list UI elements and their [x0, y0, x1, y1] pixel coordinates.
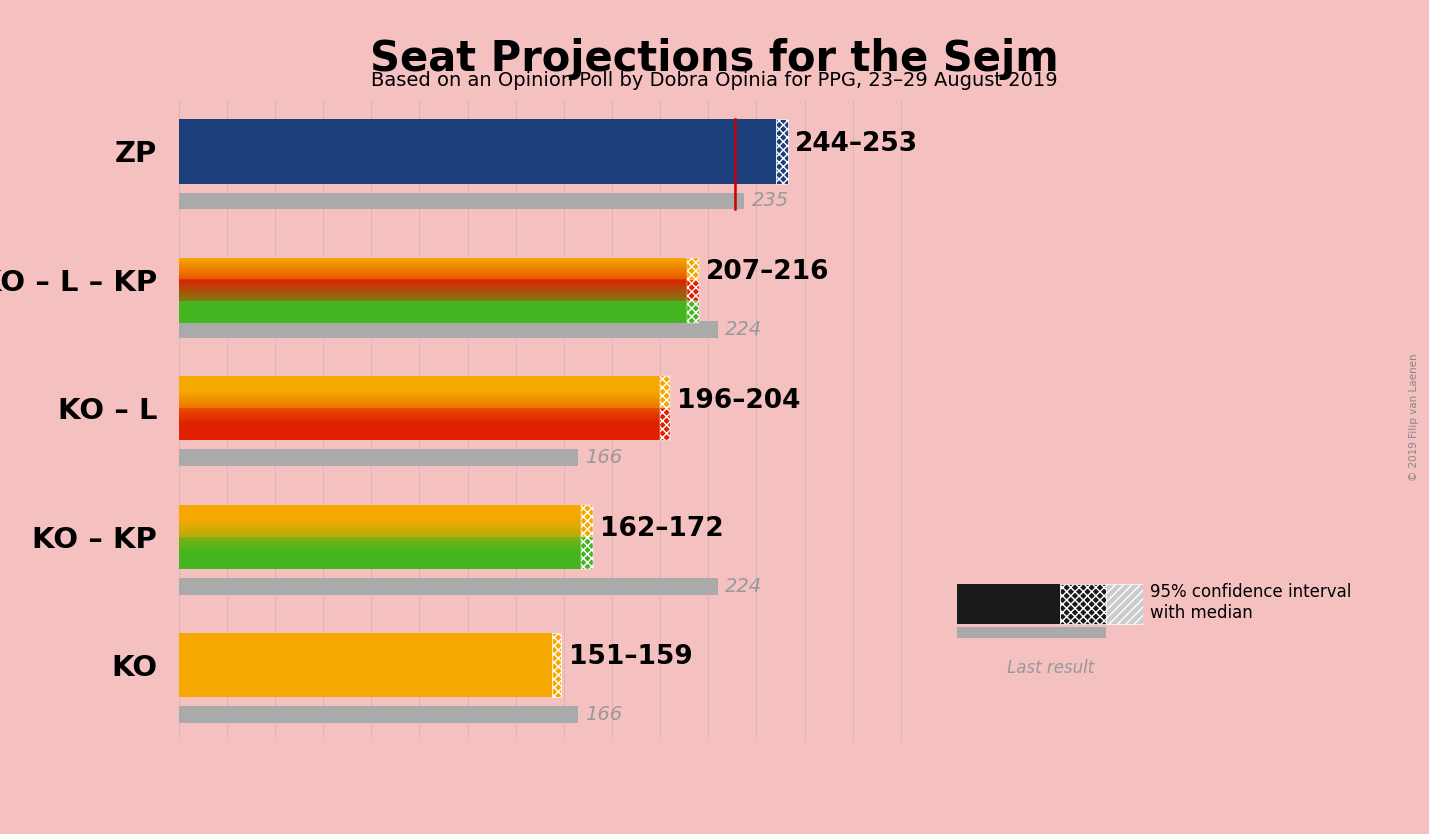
Text: © 2019 Filip van Laenen: © 2019 Filip van Laenen — [1409, 353, 1419, 481]
Text: 166: 166 — [586, 448, 623, 467]
Text: Based on an Opinion Poll by Dobra Opinia for PPG, 23–29 August 2019: Based on an Opinion Poll by Dobra Opinia… — [372, 71, 1057, 90]
Bar — [179, 450, 579, 466]
Text: 95% confidence interval
with median: 95% confidence interval with median — [1150, 583, 1352, 622]
Bar — [686, 259, 699, 280]
Bar — [552, 633, 562, 697]
Bar — [179, 537, 580, 569]
Bar — [179, 376, 660, 409]
Bar — [179, 409, 660, 440]
Text: 224: 224 — [725, 576, 762, 595]
Bar — [660, 376, 670, 409]
Bar — [179, 706, 579, 723]
Bar — [179, 505, 580, 537]
Bar — [957, 627, 1106, 638]
Bar — [179, 193, 745, 209]
Bar — [1060, 584, 1106, 625]
Bar — [776, 119, 787, 183]
Bar — [179, 301, 686, 323]
Bar — [580, 537, 593, 569]
Bar — [1106, 584, 1143, 625]
Bar — [179, 119, 776, 183]
Text: 151–159: 151–159 — [569, 645, 693, 671]
Text: 207–216: 207–216 — [706, 259, 829, 285]
Bar — [957, 584, 1060, 625]
Bar — [179, 259, 686, 280]
Bar — [580, 505, 593, 537]
Text: 235: 235 — [752, 191, 789, 210]
Bar — [660, 409, 670, 440]
Bar — [179, 578, 717, 595]
Bar — [686, 280, 699, 301]
Text: 162–172: 162–172 — [600, 516, 723, 542]
Text: Last result: Last result — [1006, 659, 1095, 677]
Text: 166: 166 — [586, 705, 623, 724]
Text: 224: 224 — [725, 319, 762, 339]
Bar — [686, 301, 699, 323]
Bar — [179, 633, 552, 697]
Text: Seat Projections for the Sejm: Seat Projections for the Sejm — [370, 38, 1059, 79]
Bar — [179, 321, 717, 338]
Bar — [179, 280, 686, 301]
Text: 244–253: 244–253 — [795, 131, 917, 157]
Text: 196–204: 196–204 — [677, 388, 800, 414]
